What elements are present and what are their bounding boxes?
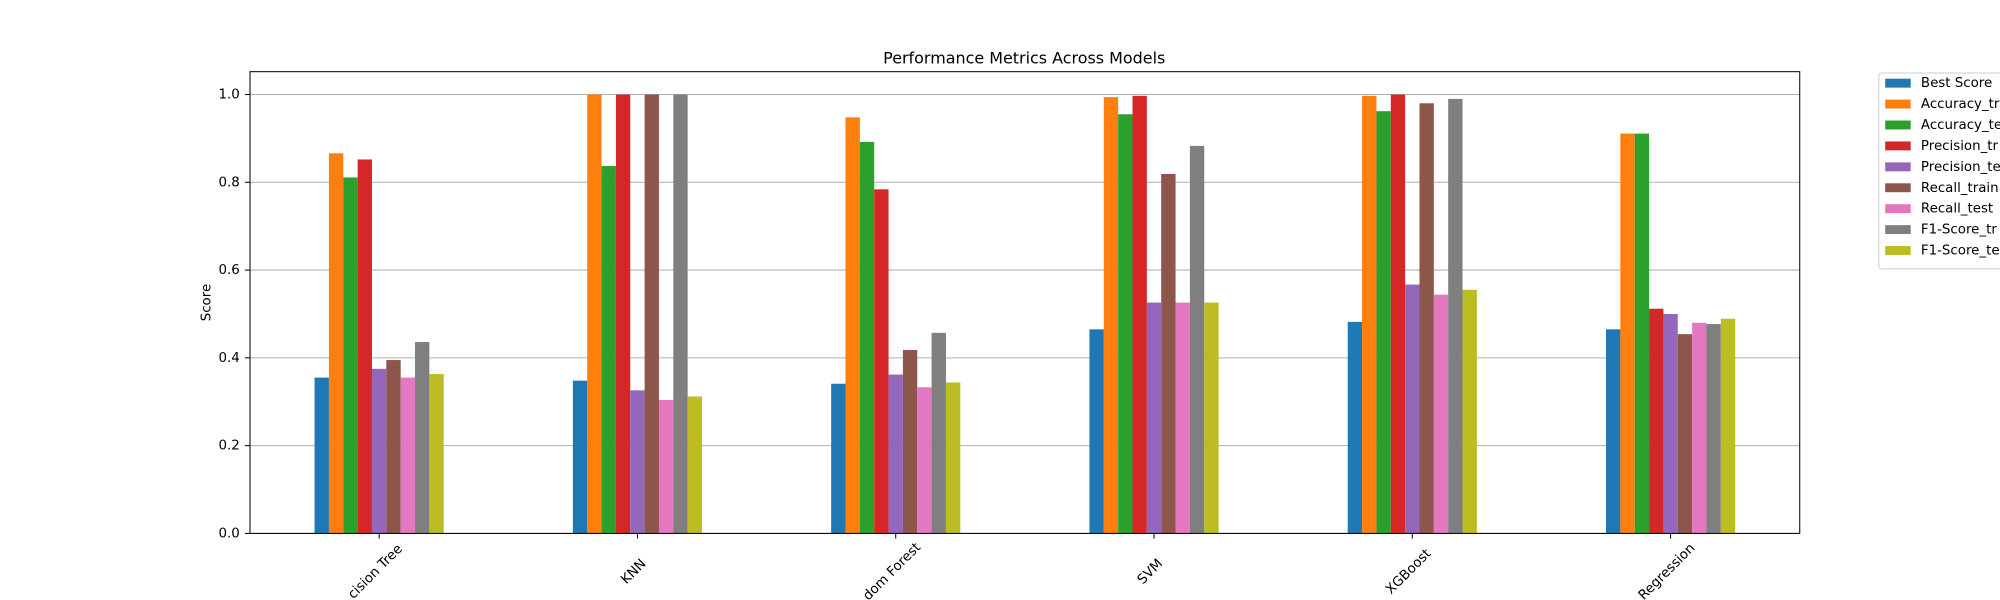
legend-swatch — [1885, 225, 1911, 235]
bar — [902, 349, 918, 534]
bar — [1663, 313, 1678, 534]
plot-frame — [249, 71, 1801, 534]
y-tick-label: 0.6 — [219, 263, 240, 278]
bar — [314, 377, 329, 534]
bar — [601, 166, 616, 534]
legend-swatch — [1885, 99, 1911, 109]
legend-label: F1-Score_te — [1921, 244, 2000, 259]
bar — [371, 368, 387, 534]
bar — [874, 189, 889, 534]
bar — [1146, 302, 1162, 534]
bar — [888, 374, 903, 534]
legend-label: Accuracy_te — [1921, 118, 2000, 133]
bar — [572, 380, 588, 534]
bar — [1132, 95, 1147, 534]
legend-label: Recall_test — [1921, 202, 1993, 217]
bar — [1103, 97, 1119, 534]
legend-swatch — [1885, 78, 1911, 88]
bar — [386, 360, 401, 534]
bar — [1692, 322, 1707, 534]
bar — [1634, 133, 1650, 534]
y-axis-label: Score — [200, 284, 215, 321]
bar — [1161, 173, 1176, 534]
bar — [1347, 321, 1363, 534]
bar — [1175, 302, 1190, 534]
legend-label: Best Score — [1921, 76, 1992, 91]
legend-label: Precision_te — [1921, 160, 2000, 175]
bar — [1189, 145, 1205, 534]
chart-title: Performance Metrics Across Models — [883, 48, 1165, 67]
bar — [687, 396, 703, 534]
legend-label: F1-Score_tr — [1921, 223, 1997, 238]
x-tick-label: dom Forest — [860, 540, 924, 600]
bar — [1649, 308, 1664, 534]
bar — [1706, 324, 1721, 534]
bar — [343, 177, 358, 534]
bar — [1362, 95, 1377, 534]
legend-swatch — [1885, 246, 1911, 255]
legend-swatch — [1885, 204, 1911, 214]
bar — [1419, 103, 1434, 534]
legend-swatch — [1885, 120, 1911, 130]
bar — [859, 141, 875, 534]
bar — [931, 332, 946, 534]
legend-label: Recall_train — [1921, 181, 1999, 196]
legend-label: Accuracy_tr — [1921, 97, 2000, 112]
x-tick-label: XGBoost — [1383, 546, 1434, 597]
bar — [400, 377, 416, 534]
bar — [1405, 284, 1420, 534]
bar — [644, 94, 659, 534]
bar — [845, 117, 860, 534]
x-tick-label: cision Tree — [345, 542, 405, 600]
bar — [615, 94, 631, 534]
y-tick-label: 0.0 — [219, 526, 240, 541]
bar — [945, 382, 961, 534]
bar — [1204, 302, 1219, 534]
legend-label: Precision_tr — [1921, 139, 1999, 154]
bar — [1677, 334, 1693, 534]
bar — [1462, 289, 1477, 534]
bar — [587, 94, 602, 534]
bar — [1606, 329, 1621, 534]
x-tick-label: Regression — [1636, 541, 1698, 600]
legend-swatch — [1885, 183, 1911, 193]
x-tick-label: SVM — [1135, 556, 1166, 587]
bar — [630, 390, 645, 534]
bar — [415, 342, 430, 534]
y-tick-label: 0.8 — [219, 175, 240, 190]
y-tick-label: 0.2 — [219, 439, 240, 454]
legend-swatch — [1885, 162, 1911, 172]
bar — [1620, 133, 1635, 534]
bar — [357, 159, 372, 534]
bar — [673, 94, 688, 534]
bar — [1433, 294, 1449, 534]
y-tick-label: 1.0 — [219, 88, 240, 103]
y-tick-label: 0.4 — [219, 351, 240, 366]
bar — [831, 383, 846, 534]
bar — [658, 399, 674, 534]
bar — [1720, 318, 1736, 534]
bar — [1089, 329, 1104, 534]
bar — [917, 387, 932, 534]
legend-swatch — [1885, 141, 1911, 151]
bar — [328, 153, 344, 534]
x-tick-label: KNN — [618, 557, 649, 588]
bar — [1390, 94, 1406, 534]
bar — [1448, 98, 1463, 534]
bar — [429, 374, 444, 534]
bar — [1118, 114, 1133, 534]
bar — [1376, 111, 1391, 534]
